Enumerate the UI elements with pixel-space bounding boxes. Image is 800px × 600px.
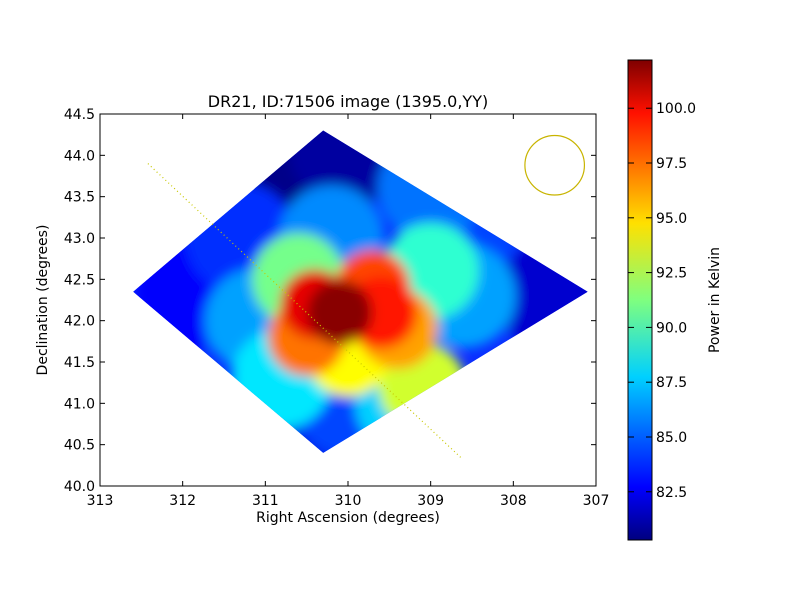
y-tick-label: 43.5 — [64, 190, 95, 206]
colorbar — [627, 59, 653, 541]
y-tick-label: 41.5 — [64, 355, 95, 371]
x-tick-label: 311 — [252, 493, 279, 509]
x-tick-label: 308 — [500, 493, 527, 509]
x-tick-label: 309 — [417, 493, 444, 509]
x-tick-label: 307 — [583, 493, 610, 509]
colorbar-tick-label: 97.5 — [656, 156, 687, 172]
x-tick-label: 310 — [335, 493, 362, 509]
x-tick-label: 313 — [87, 493, 114, 509]
y-tick-label: 40.0 — [64, 479, 95, 495]
colorbar-tick-label: 100.0 — [656, 101, 696, 117]
x-axis-label: Right Ascension (degrees) — [256, 510, 440, 526]
chart-title: DR21, ID:71506 image (1395.0,YY) — [208, 92, 488, 111]
colorbar-tick-label: 95.0 — [656, 211, 687, 227]
heat-point-23 — [307, 280, 372, 345]
y-tick-label: 40.5 — [64, 438, 95, 454]
y-tick-label: 42.0 — [64, 314, 95, 330]
colorbar-tick-label: 92.5 — [656, 266, 687, 282]
y-tick-label: 44.5 — [64, 107, 95, 123]
colorbar-tick-label: 90.0 — [656, 320, 687, 336]
y-tick-label: 44.0 — [64, 148, 95, 164]
x-tick-label: 312 — [169, 493, 196, 509]
heat-point-1 — [288, 130, 408, 207]
colorbar-tick-label: 87.5 — [656, 375, 687, 391]
y-axis-label: Declination (degrees) — [35, 225, 51, 376]
y-tick-label: 43.0 — [64, 231, 95, 247]
colorbar-tick-label: 85.0 — [656, 430, 687, 446]
y-tick-label: 42.5 — [64, 272, 95, 288]
heatmap-image — [133, 130, 588, 453]
colorbar-label: Power in Kelvin — [707, 247, 723, 353]
y-tick-label: 41.0 — [64, 396, 95, 412]
colorbar-tick-label: 82.5 — [656, 485, 687, 501]
beam-circle — [524, 134, 586, 196]
